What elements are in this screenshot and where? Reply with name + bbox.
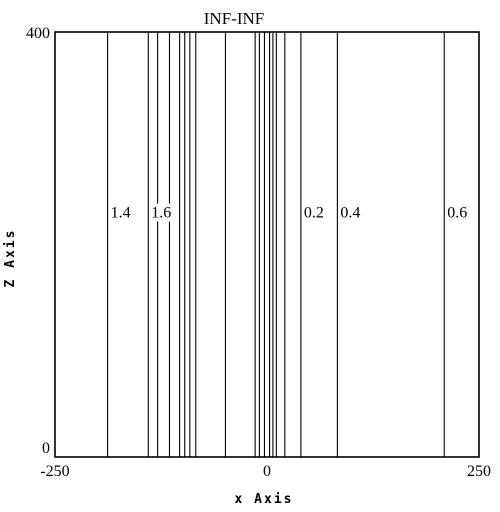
y-tick-label: 400 [26,25,50,42]
contour-label-background [446,203,473,222]
contour-label: 1.6 [151,205,171,222]
contour-label: 0.6 [447,205,467,222]
x-tick-label: -250 [40,463,69,480]
axis-tick-labels: -250 0 250 0 400 [26,25,491,480]
y-axis-label: Z Axis [3,229,18,288]
contour-label-background [302,203,329,222]
plot-frame [54,31,480,458]
contour-label: 1.4 [111,205,131,222]
x-axis-label: x Axis [235,492,294,507]
contour-label-background [339,203,366,222]
contour-lines [107,32,445,457]
contour-labels: 1.4 1.6 0.2 0.4 0.6 [109,203,473,222]
contour-label: 0.4 [340,205,360,222]
contour-label: 0.2 [304,205,324,222]
contour-label-background [109,203,136,222]
x-tick-label: 0 [263,463,271,480]
x-tick-label: 250 [467,463,491,480]
contour-label-background [150,203,177,222]
chart-title: INF-INF [204,9,264,28]
y-tick-label: 0 [42,440,50,457]
